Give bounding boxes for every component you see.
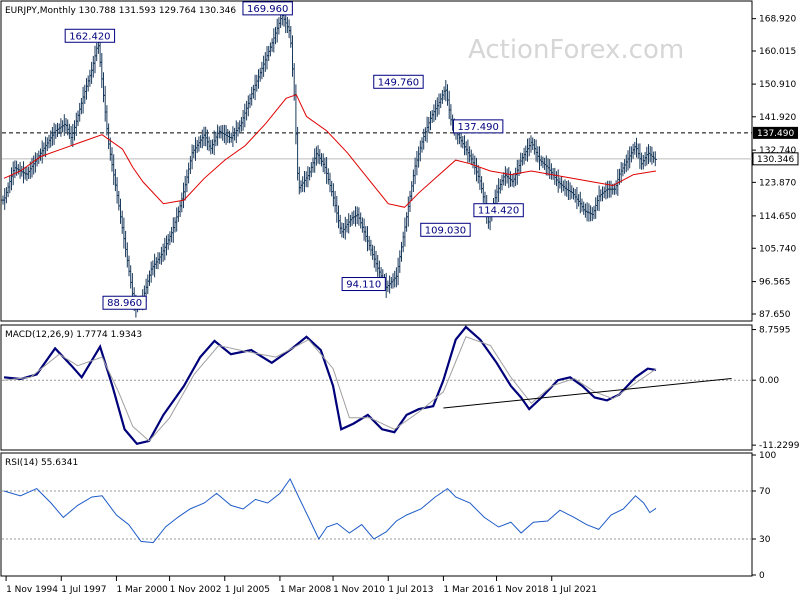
x-tick-label-9: 1 Nov 2018 bbox=[497, 585, 549, 595]
price-annotation-box-2 bbox=[373, 74, 424, 89]
x-tick-label-2: 1 Mar 2000 bbox=[116, 585, 168, 595]
price-annotation-3: 137.490 bbox=[457, 122, 498, 133]
price-y-tick-label-0: 168.920 bbox=[759, 15, 796, 25]
price-y-tick-label-3: 141.920 bbox=[759, 113, 796, 123]
last-price-box bbox=[752, 152, 799, 166]
price-annotation-box-1 bbox=[64, 28, 116, 43]
x-tick-label-3: 1 Nov 2002 bbox=[170, 585, 222, 595]
macd-panel: 8.7595 0.00 -11.2299 bbox=[2, 325, 800, 451]
rsi-y-tick-label-1: 70 bbox=[759, 487, 771, 497]
price-bars bbox=[1, 7, 657, 318]
price-panel-frame bbox=[0, 0, 753, 322]
price-y-tick-label-1: 160.015 bbox=[759, 47, 796, 57]
x-tick-label-6: 1 Nov 2010 bbox=[333, 585, 385, 595]
price-y-tick-label-6: 114.650 bbox=[759, 212, 796, 222]
x-tick-label-1: 1 Jul 1997 bbox=[61, 585, 106, 595]
price-y-tick-label-4: 132.740 bbox=[759, 146, 796, 156]
price-y-tick-label-8: 96.565 bbox=[759, 278, 791, 288]
x-axis: 1 Nov 1994 1 Jul 1997 1 Mar 2000 1 Nov 2002… bbox=[5, 576, 597, 595]
rsi-y-tick-label-3: 0 bbox=[759, 571, 765, 581]
price-annotation-box-6 bbox=[341, 277, 386, 292]
rsi-y-tick-label-0: 100 bbox=[759, 451, 776, 461]
price-annotation-2: 149.760 bbox=[378, 77, 419, 88]
price-annotation-box-5 bbox=[473, 203, 524, 218]
resistance-value-box bbox=[753, 126, 798, 139]
price-annotation-0: 169.960 bbox=[247, 4, 288, 15]
macd-y-tick-label-0: 8.7595 bbox=[759, 326, 791, 336]
price-annotation-7: 88.960 bbox=[107, 298, 142, 309]
rsi-panel-title: RSI(14) 55.6341 bbox=[5, 458, 78, 468]
rsi-panel-frame bbox=[0, 452, 753, 577]
price-y-tick-label-2: 150.910 bbox=[759, 80, 796, 90]
price-annotation-5: 114.420 bbox=[478, 206, 519, 217]
macd-y-tick-label-2: -11.2299 bbox=[759, 441, 800, 451]
x-tick-label-10: 1 Jul 2021 bbox=[552, 585, 597, 595]
price-annotation-box-4 bbox=[420, 222, 471, 237]
x-tick-label-8: 1 Mar 2016 bbox=[443, 585, 495, 595]
macd-y-tick-label-1: 0.00 bbox=[759, 376, 779, 386]
price-y-tick-label-9: 87.650 bbox=[759, 310, 791, 320]
macd-signal-line bbox=[3, 336, 657, 442]
moving-average-line bbox=[3, 94, 657, 208]
x-tick-label-7: 1 Jul 2013 bbox=[388, 585, 433, 595]
price-panel-title: EURJPY,Monthly 130.788 131.593 129.764 1… bbox=[5, 6, 236, 16]
price-annotation-4: 109.030 bbox=[425, 225, 466, 236]
macd-panel-frame bbox=[0, 324, 753, 451]
price-annotation-box-7 bbox=[102, 295, 147, 310]
last-price-label: 130.346 bbox=[757, 155, 794, 165]
watermark: ActionForex.com bbox=[468, 35, 684, 65]
macd-line bbox=[3, 325, 657, 446]
macd-panel-title: MACD(12,26,9) 1.7774 1.9343 bbox=[5, 330, 142, 340]
rsi-line bbox=[3, 478, 657, 544]
price-annotation-1: 162.420 bbox=[69, 31, 110, 42]
price-annotation-6: 94.110 bbox=[346, 280, 381, 291]
rsi-y-tick-label-2: 30 bbox=[759, 535, 771, 545]
macd-trendline bbox=[443, 377, 732, 409]
x-tick-label-4: 1 Jul 2005 bbox=[225, 585, 270, 595]
price-y-tick-label-5: 123.870 bbox=[759, 178, 796, 188]
x-tick-label-0: 1 Nov 1994 bbox=[6, 585, 58, 595]
resistance-value-label: 137.490 bbox=[757, 129, 794, 139]
price-panel: 169.960 162.420 149.760 137.490 109.030 114.4… bbox=[1, 1, 799, 320]
price-annotation-box-3 bbox=[452, 119, 504, 134]
x-tick-label-5: 1 Mar 2008 bbox=[280, 585, 332, 595]
price-annotation-box-0 bbox=[242, 1, 293, 16]
price-y-tick-label-7: 105.740 bbox=[759, 244, 796, 254]
rsi-panel: 100 70 30 0 bbox=[2, 451, 776, 581]
